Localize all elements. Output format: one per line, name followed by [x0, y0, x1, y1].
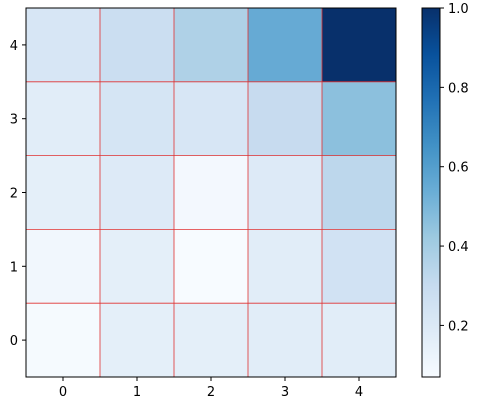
heatmap-cell-r4-c3	[248, 8, 322, 82]
colorbar-gradient	[422, 8, 440, 377]
heatmap-cell-r4-c4	[322, 8, 396, 82]
y-tick-2: 2	[10, 187, 26, 202]
heatmap-cell-r1-c3	[248, 229, 322, 304]
heatmap-cell-r3-c3	[248, 81, 322, 156]
colorbar-tick-label: 1.0	[448, 2, 469, 17]
y-tick-0: 0	[10, 334, 26, 349]
heatmap-cells	[26, 8, 396, 377]
heatmap-cell-r4-c1	[100, 8, 174, 82]
x-tick-label: 0	[59, 385, 67, 400]
colorbar-tick-3: 0.8	[440, 81, 469, 96]
heatmap-cell-r0-c1	[100, 303, 174, 377]
heatmap-cell-r0-c2	[174, 303, 248, 377]
x-tick-label: 4	[355, 385, 363, 400]
heatmap-cell-r2-c2	[174, 155, 248, 230]
heatmap-cell-r3-c0	[26, 81, 100, 156]
heatmap-cell-r2-c3	[248, 155, 322, 230]
heatmap-cell-r2-c0	[26, 155, 100, 230]
heatmap-cell-r0-c3	[248, 303, 322, 377]
heatmap-cell-r3-c2	[174, 81, 248, 156]
colorbar-tick-1: 0.4	[440, 240, 469, 255]
x-tick-4: 4	[355, 377, 363, 400]
heatmap-cell-r0-c0	[26, 303, 100, 377]
y-tick-label: 1	[10, 260, 18, 275]
x-tick-label: 2	[207, 385, 215, 400]
y-tick-label: 0	[10, 334, 18, 349]
x-tick-2: 2	[207, 377, 215, 400]
y-tick-label: 3	[10, 113, 18, 128]
x-tick-1: 1	[133, 377, 141, 400]
heatmap-cell-r4-c0	[26, 8, 100, 82]
y-axis: 0 1 2 3 4	[10, 39, 26, 349]
x-axis: 0 1 2 3 4	[59, 377, 363, 400]
colorbar-tick-label: 0.4	[448, 240, 469, 255]
heatmap-cell-r1-c1	[100, 229, 174, 304]
colorbar-tick-label: 0.8	[448, 81, 469, 96]
colorbar: 0.2 0.4 0.6 0.8 1.0	[421, 2, 469, 378]
heatmap-cell-r0-c4	[322, 303, 396, 377]
heatmap-cell-r3-c4	[322, 81, 396, 156]
y-tick-4: 4	[10, 39, 26, 54]
heatmap-cell-edges	[26, 8, 396, 377]
colorbar-tick-4: 1.0	[440, 2, 469, 17]
x-tick-label: 1	[133, 385, 141, 400]
colorbar-tick-label: 0.2	[448, 319, 469, 334]
heatmap-cell-r4-c2	[174, 8, 248, 82]
colorbar-tick-label: 0.6	[448, 161, 469, 176]
heatmap-cell-r1-c2	[174, 229, 248, 304]
x-tick-3: 3	[281, 377, 289, 400]
y-tick-label: 2	[10, 187, 18, 202]
colorbar-tick-0: 0.2	[440, 319, 469, 334]
colorbar-tick-2: 0.6	[440, 161, 469, 176]
heatmap-cell-r2-c4	[322, 155, 396, 230]
y-tick-1: 1	[10, 260, 26, 275]
y-tick-label: 4	[10, 39, 18, 54]
heatmap-cell-r1-c4	[322, 229, 396, 304]
heatmap-cell-r1-c0	[26, 229, 100, 304]
y-tick-3: 3	[10, 113, 26, 128]
heatmap-cell-r2-c1	[100, 155, 174, 230]
x-tick-0: 0	[59, 377, 67, 400]
x-tick-label: 3	[281, 385, 289, 400]
heatmap-cell-r3-c1	[100, 81, 174, 156]
colorbar-frame	[421, 7, 441, 378]
